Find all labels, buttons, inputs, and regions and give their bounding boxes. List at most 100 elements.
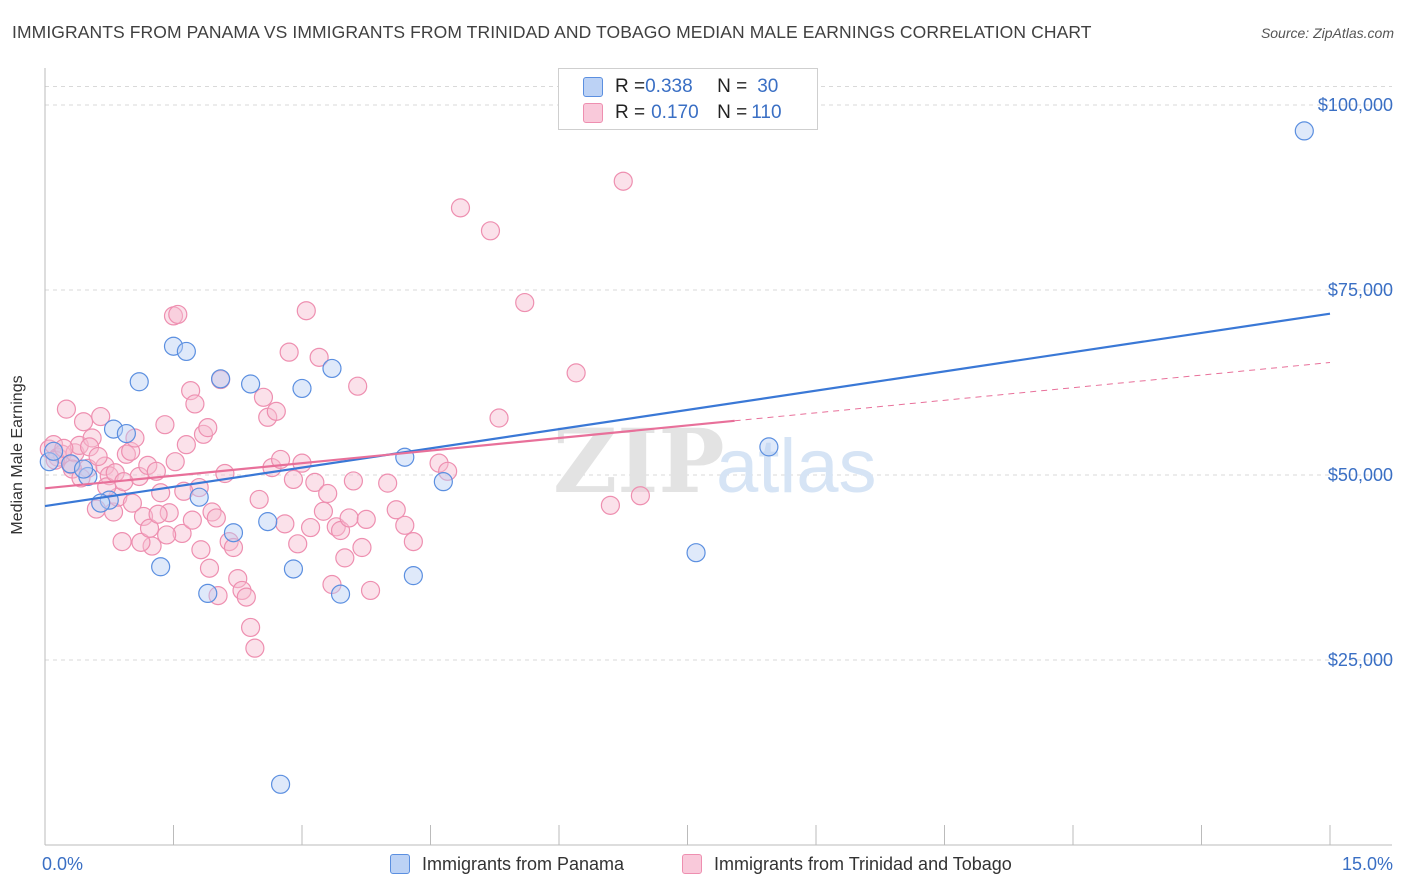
point-trinidad [133, 506, 154, 527]
point-trinidad [480, 221, 501, 241]
point-trinidad [515, 292, 535, 313]
point-trinidad [73, 412, 94, 432]
point-panama [163, 336, 184, 356]
point-trinidad [95, 456, 115, 476]
point-trinidad [241, 617, 261, 638]
point-trinidad [309, 347, 329, 367]
point-trinidad [131, 532, 151, 552]
point-trinidad [198, 418, 218, 438]
legend-label-trinidad: Immigrants from Trinidad and Tobago [714, 853, 1012, 874]
r-value-panama: 0.338 [645, 76, 693, 97]
point-panama [759, 437, 779, 457]
trend-lines [44, 312, 1331, 508]
point-panama [241, 374, 261, 394]
point-trinidad [378, 473, 398, 493]
point-panama [330, 584, 351, 604]
swatch-panama [390, 854, 410, 874]
point-panama [189, 487, 209, 507]
point-trinidad [343, 471, 363, 491]
point-trinidad [223, 537, 244, 558]
point-trinidad [305, 472, 325, 492]
trend-line-trinidad-extension [734, 362, 1331, 422]
point-trinidad [146, 461, 166, 481]
point-panama [198, 583, 218, 604]
point-trinidad [266, 401, 286, 421]
point-trinidad [450, 198, 471, 218]
point-panama [43, 441, 64, 461]
n-label: N = [717, 102, 748, 123]
point-panama [73, 459, 94, 479]
point-trinidad [172, 523, 192, 544]
point-trinidad [88, 446, 108, 467]
x-tick-label-min: 0.0% [42, 854, 83, 874]
point-trinidad [168, 304, 188, 325]
point-panama [103, 419, 124, 439]
point-trinidad [360, 580, 381, 601]
point-trinidad [228, 568, 248, 589]
swatch-panama [583, 77, 603, 97]
point-trinidad [236, 587, 256, 607]
point-trinidad [600, 495, 621, 515]
point-trinidad [182, 510, 202, 530]
point-panama [116, 423, 136, 444]
n-value-panama: 30 [757, 76, 779, 97]
point-trinidad [148, 504, 168, 524]
point-panama [223, 523, 244, 543]
point-trinidad [185, 394, 205, 414]
point-panama [176, 341, 196, 362]
point-trinidad [157, 525, 177, 545]
point-trinidad [296, 301, 316, 321]
point-trinidad [356, 509, 376, 530]
legend-item-trinidad: Immigrants from Trinidad and Tobago [682, 852, 1012, 876]
r-label: R = [615, 76, 646, 97]
point-panama [1294, 121, 1314, 141]
point-trinidad [176, 435, 196, 455]
point-trinidad [206, 508, 226, 528]
n-label: N = [717, 76, 748, 97]
y-tick-labels: $25,000 $50,000 $75,000 $100,000 [1318, 95, 1393, 670]
legend-item-panama: Immigrants from Panama [390, 852, 624, 876]
point-trinidad [112, 531, 132, 552]
n-value-trinidad: 110 [751, 102, 782, 123]
point-trinidad [151, 483, 171, 503]
point-trinidad [283, 469, 304, 490]
point-trinidad [275, 514, 295, 534]
y-axis-label: Median Male Earnings [9, 375, 26, 535]
series-panama-points [39, 121, 1314, 794]
point-trinidad [253, 387, 274, 407]
point-trinidad [630, 486, 650, 506]
point-panama [322, 358, 342, 379]
point-trinidad [489, 408, 509, 428]
point-panama [151, 557, 171, 577]
point-trinidad [613, 171, 633, 191]
source-label: Source: ZipAtlas.com [1260, 25, 1394, 41]
point-trinidad [318, 483, 338, 504]
point-trinidad [125, 428, 145, 448]
point-panama [403, 566, 423, 586]
point-trinidad [165, 452, 185, 472]
point-panama [283, 559, 304, 579]
trend-line-trinidad [44, 419, 735, 490]
point-panama [211, 369, 231, 389]
point-trinidad [139, 518, 160, 538]
point-trinidad [403, 531, 423, 552]
point-trinidad [122, 493, 142, 513]
point-trinidad [245, 638, 265, 658]
point-trinidad [395, 515, 415, 535]
point-trinidad [155, 415, 175, 435]
chart-title: IMMIGRANTS FROM PANAMA VS IMMIGRANTS FRO… [12, 22, 1092, 42]
point-trinidad [438, 461, 458, 481]
swatch-trinidad [682, 854, 702, 874]
y-tick-label: $50,000 [1328, 465, 1393, 485]
point-trinidad [348, 376, 368, 396]
point-trinidad [56, 399, 77, 419]
point-trinidad [300, 517, 321, 538]
trend-line-panama [44, 312, 1331, 508]
point-panama [292, 378, 312, 399]
grid-lines [45, 86, 1392, 661]
x-tick-labels: 0.0% 15.0% [42, 854, 1393, 874]
point-trinidad [352, 537, 372, 558]
point-trinidad [288, 534, 308, 554]
point-trinidad [199, 558, 220, 578]
point-trinidad [313, 501, 334, 521]
